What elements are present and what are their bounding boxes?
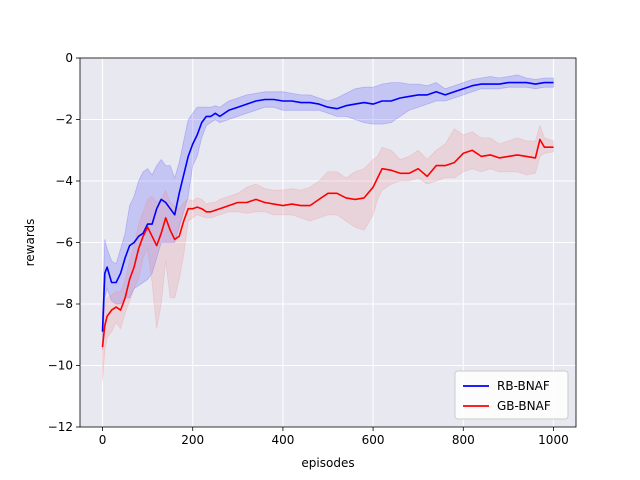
x-tick-label: 800 xyxy=(452,433,475,447)
y-tick-label: 0 xyxy=(65,51,73,65)
y-tick-label: −10 xyxy=(48,359,73,373)
x-tick-label: 0 xyxy=(99,433,107,447)
y-tick-label: −12 xyxy=(48,420,73,434)
x-tick-label: 400 xyxy=(271,433,294,447)
grid xyxy=(80,57,576,428)
x-axis-title: episodes xyxy=(301,456,354,470)
y-tick-label: −4 xyxy=(55,174,73,188)
axes-frame xyxy=(79,57,577,428)
gb-bnaf-band xyxy=(102,124,554,381)
y-tick-label: −2 xyxy=(55,113,73,127)
confidence-bands xyxy=(102,74,554,381)
y-axis-title: rewards xyxy=(23,219,37,267)
y-axis-ticks: −12 −10 −8 −6 −4 −2 0 xyxy=(48,51,80,434)
x-tick-label: 600 xyxy=(362,433,385,447)
series-lines xyxy=(101,81,554,348)
y-tick-label: −6 xyxy=(55,236,73,250)
legend-box xyxy=(454,370,569,420)
legend-label: RB-BNAF xyxy=(497,379,550,393)
rb-bnaf-line xyxy=(101,81,554,332)
gb-bnaf-line xyxy=(101,138,554,348)
y-tick-label: −8 xyxy=(55,297,73,311)
rb-bnaf-band xyxy=(102,74,554,351)
x-tick-label: 200 xyxy=(181,433,204,447)
x-tick-label: 1000 xyxy=(538,433,569,447)
legend-label: GB-BNAF xyxy=(497,399,551,413)
x-axis-ticks: 0 200 400 600 800 1000 xyxy=(99,427,569,447)
legend: RB-BNAF GB-BNAF xyxy=(454,370,569,420)
